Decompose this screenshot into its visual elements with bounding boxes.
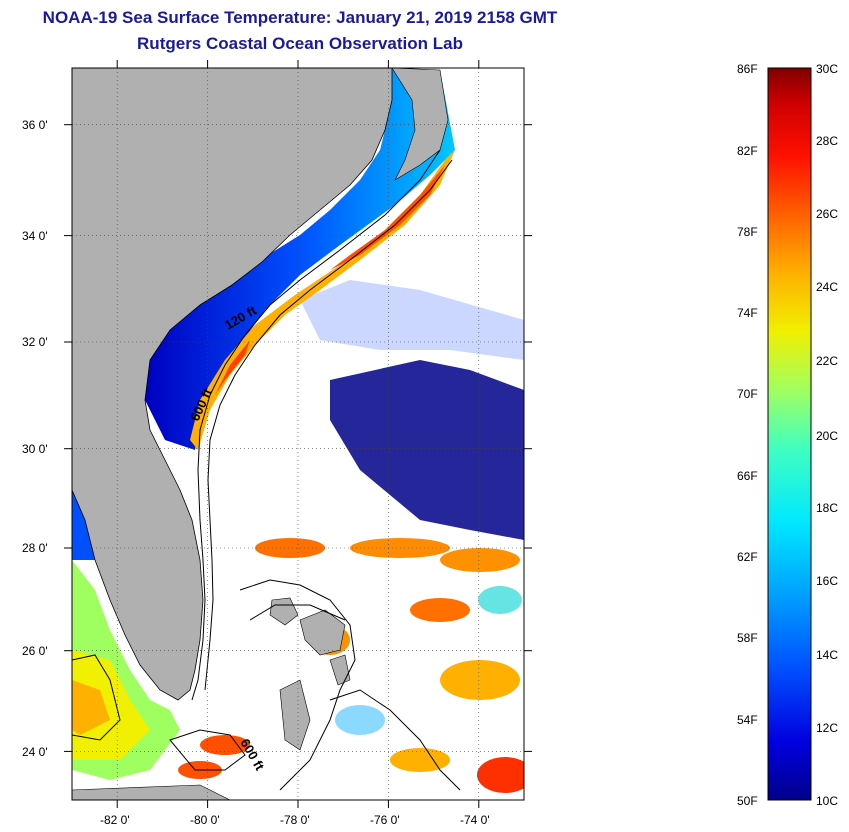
colorbar: 86F 82F 78F 74F 70F 66F 62F 58F 54F 50F … — [737, 62, 838, 808]
cold-water-region — [300, 280, 524, 540]
longitude-labels: -82 0' -80 0' -78 0' -76 0' -74 0' — [100, 813, 490, 827]
lon-label: -76 0' — [370, 813, 400, 827]
lat-label: 26 0' — [22, 644, 48, 658]
colorbar-gradient — [767, 67, 812, 801]
land-mainland — [72, 68, 393, 701]
colorbar-f-label: 50F — [737, 794, 758, 808]
colorbar-c-label: 16C — [816, 574, 838, 588]
lat-label: 30 0' — [22, 442, 48, 456]
colorbar-c-label: 30C — [816, 62, 838, 76]
lat-label: 34 0' — [22, 229, 48, 243]
land-cuba — [72, 784, 231, 800]
lat-label: 32 0' — [22, 335, 48, 349]
colorbar-f-label: 66F — [737, 469, 758, 483]
isobath-contours — [72, 149, 461, 791]
colorbar-c-label: 18C — [816, 501, 838, 515]
lon-label: -78 0' — [280, 813, 310, 827]
colorbar-c-label: 12C — [816, 721, 838, 735]
colorbar-f-label: 58F — [737, 631, 758, 645]
lat-label: 36 0' — [22, 118, 48, 132]
colorbar-c-label: 22C — [816, 354, 838, 368]
colorbar-f-label: 82F — [737, 144, 758, 158]
colorbar-f-label: 74F — [737, 306, 758, 320]
colorbar-c-label: 14C — [816, 648, 838, 662]
lon-label: -80 0' — [190, 813, 220, 827]
colorbar-f-label: 62F — [737, 550, 758, 564]
map-panel — [72, 68, 524, 800]
coastal-cold-band — [145, 70, 455, 450]
colorbar-f-label: 54F — [737, 713, 758, 727]
colorbar-c-labels: 30C 28C 26C 24C 22C 20C 18C 16C 14C 12C … — [816, 62, 838, 808]
colorbar-c-label: 10C — [816, 794, 838, 808]
colorbar-f-label: 70F — [737, 387, 758, 401]
lon-label: -74 0' — [460, 813, 490, 827]
latitude-labels: 36 0' 34 0' 32 0' 30 0' 28 0' 26 0' 24 0… — [22, 118, 48, 759]
colorbar-c-label: 24C — [816, 280, 838, 294]
graticule — [72, 68, 524, 800]
colorbar-c-label: 20C — [816, 429, 838, 443]
colorbar-f-labels: 86F 82F 78F 74F 70F 66F 62F 58F 54F 50F — [737, 62, 758, 808]
map-ticks — [64, 60, 532, 808]
colorbar-f-label: 86F — [737, 62, 758, 76]
lat-label: 24 0' — [22, 745, 48, 759]
map-title: NOAA-19 Sea Surface Temperature: January… — [42, 8, 558, 27]
warm-patches — [178, 538, 524, 793]
lat-label: 28 0' — [22, 541, 48, 555]
map-subtitle: Rutgers Coastal Ocean Observation Lab — [137, 34, 463, 53]
colorbar-c-label: 26C — [816, 207, 838, 221]
lon-label: -82 0' — [100, 813, 130, 827]
colorbar-c-label: 28C — [816, 134, 838, 148]
land-bahamas — [269, 597, 351, 751]
colorbar-f-label: 78F — [737, 225, 758, 239]
